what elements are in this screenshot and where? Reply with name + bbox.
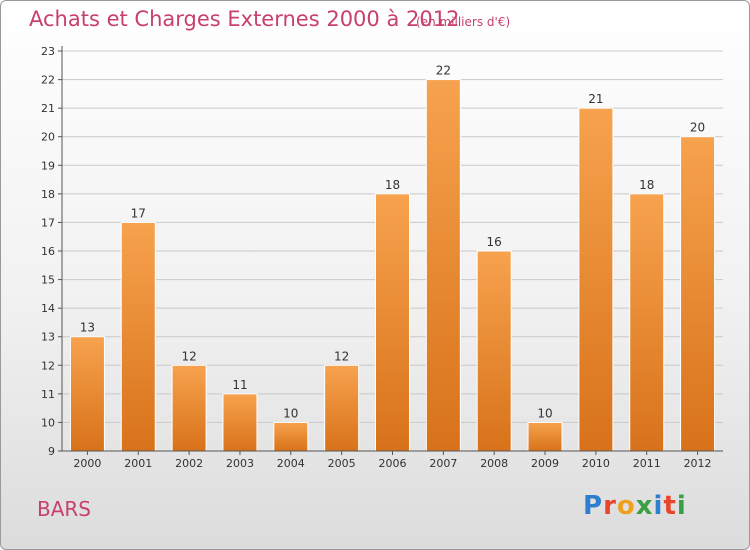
y-tick-label: 23 [41, 45, 55, 58]
logo-letter: P [583, 491, 604, 521]
bar-2004 [273, 421, 309, 452]
x-tick-label: 2009 [531, 457, 559, 470]
x-tick-label: 2000 [73, 457, 101, 470]
bar-2002 [171, 364, 207, 452]
y-tick-label: 17 [41, 216, 55, 229]
x-tick-label: 2011 [633, 457, 661, 470]
x-tick-label: 2004 [277, 457, 305, 470]
chart-unit: (en milliers d'€) [416, 15, 511, 29]
value-label: 18 [639, 178, 654, 192]
logo-letter: t [663, 491, 677, 521]
x-tick-label: 2002 [175, 457, 203, 470]
value-label: 13 [80, 321, 95, 335]
y-tick-label: 18 [41, 188, 55, 201]
bar-2008 [476, 250, 512, 452]
y-tick-label: 19 [41, 159, 55, 172]
value-label: 10 [537, 406, 552, 420]
value-label: 18 [385, 178, 400, 192]
logo-letter: i [676, 491, 687, 521]
value-label: 20 [690, 121, 705, 135]
logo-letter: x [635, 491, 654, 521]
value-label: 11 [232, 378, 247, 392]
value-label: 16 [487, 235, 502, 249]
bar-2009 [527, 421, 563, 452]
x-tick-label: 2003 [226, 457, 254, 470]
y-tick-label: 9 [48, 445, 55, 458]
bar-2011 [629, 193, 665, 452]
x-tick-label: 2008 [480, 457, 508, 470]
bars-group [69, 79, 716, 452]
y-tick-label: 22 [41, 74, 55, 87]
bar-2005 [324, 364, 360, 452]
bar-2000 [69, 336, 105, 452]
y-tick-label: 12 [41, 359, 55, 372]
proxiti-logo: Proxiti [583, 491, 687, 521]
y-tick-label: 20 [41, 131, 55, 144]
x-tick-label: 2007 [429, 457, 457, 470]
value-label: 12 [181, 349, 196, 363]
logo-letter: i [653, 491, 664, 521]
bar-2001 [120, 221, 156, 452]
value-label: 12 [334, 349, 349, 363]
x-tick-label: 2005 [328, 457, 356, 470]
value-label: 21 [588, 92, 603, 106]
bar-2003 [222, 393, 258, 452]
commune-name: BARS [37, 497, 91, 521]
logo-letter: r [603, 491, 617, 521]
y-tick-label: 16 [41, 245, 55, 258]
chart-title: Achats et Charges Externes 2000 à 2012 [29, 7, 460, 31]
y-tick-label: 21 [41, 102, 55, 115]
y-tick-label: 13 [41, 331, 55, 344]
y-tick-label: 14 [41, 302, 55, 315]
labels-group: 13 17 12 11 10 12 18 22 16 10 21 18 20 [80, 64, 705, 421]
bar-2012 [680, 136, 716, 452]
y-tick-label: 15 [41, 274, 55, 287]
bar-2007 [425, 79, 461, 452]
axes-group: 9 10 11 12 13 14 15 16 17 18 19 20 21 22 23 2000 2001 200… [41, 45, 723, 470]
x-tick-label: 2010 [582, 457, 610, 470]
logo-letter: o [616, 491, 636, 521]
value-label: 10 [283, 406, 298, 420]
value-label: 22 [436, 64, 451, 78]
y-tick-label: 11 [41, 388, 55, 401]
y-tick-label: 10 [41, 416, 55, 429]
x-tick-label: 2006 [379, 457, 407, 470]
x-tick-label: 2001 [124, 457, 152, 470]
bar-2006 [375, 193, 410, 452]
x-tick-label: 2012 [684, 457, 712, 470]
value-label: 17 [131, 206, 146, 220]
bar-2010 [578, 107, 614, 452]
